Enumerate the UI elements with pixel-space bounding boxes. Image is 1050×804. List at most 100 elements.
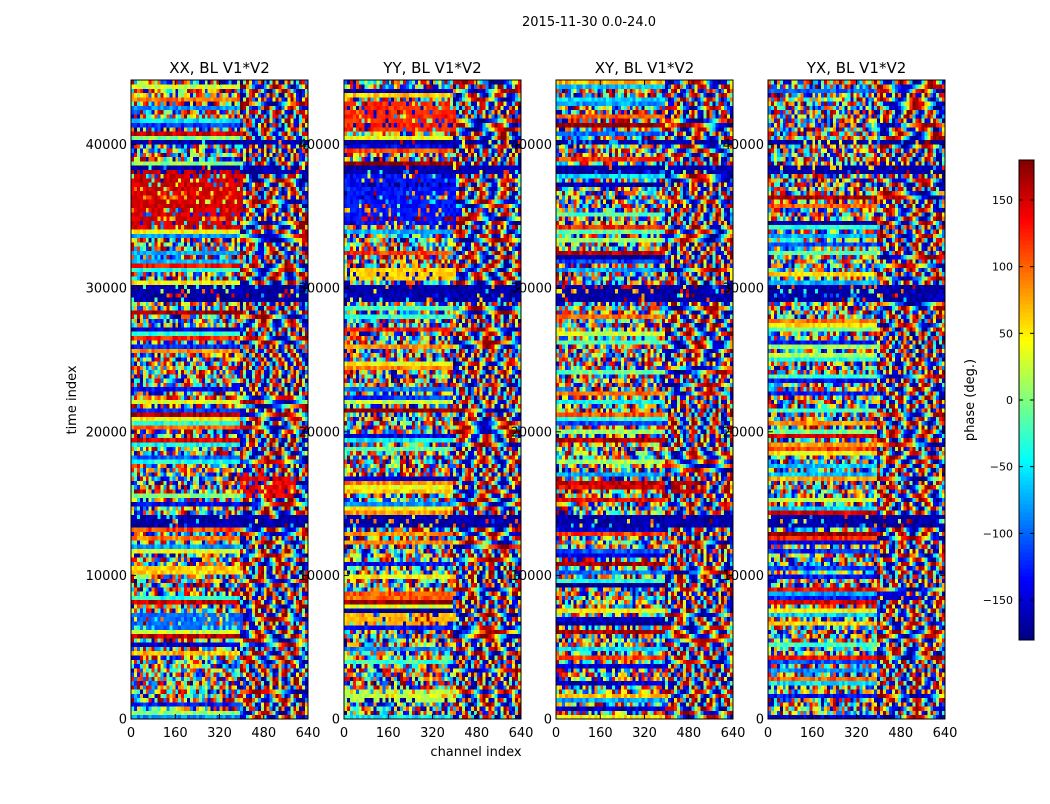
heatmap-cell [258,382,261,387]
heatmap-cell [214,438,217,443]
heatmap-cell [143,442,146,447]
heatmap-cell [276,391,279,396]
heatmap-cell [299,685,302,690]
heatmap-cell [205,527,208,532]
heatmap-cell [140,361,143,366]
heatmap-cell [225,382,228,387]
heatmap-cell [220,510,223,515]
heatmap-cell [205,570,208,575]
heatmap-cell [246,532,249,537]
heatmap-cell [284,634,287,639]
heatmap-cell [196,638,199,643]
heatmap-cell [273,374,276,379]
heatmap-cell [296,527,299,532]
heatmap-cell [255,527,258,532]
heatmap-cell [163,429,166,434]
heatmap-cell [131,459,134,464]
heatmap-cell [178,655,181,660]
heatmap-cell [240,536,243,541]
heatmap-cell [228,412,231,417]
heatmap-cell [161,583,164,588]
heatmap-cell [237,438,240,443]
heatmap-cell [284,417,287,422]
heatmap-cell [287,378,290,383]
heatmap-cell [131,544,134,549]
heatmap-cell [193,642,196,647]
heatmap-cell [140,613,143,618]
heatmap-cell [273,455,276,460]
heatmap-cell [234,391,237,396]
heatmap-cell [202,515,205,520]
heatmap-cell [199,425,202,430]
heatmap-cell [134,446,137,451]
heatmap-cell [252,485,255,490]
heatmap-cell [214,378,217,383]
heatmap-cell [211,595,214,600]
heatmap-cell [231,523,234,528]
heatmap-cell [240,459,243,464]
heatmap-cell [231,382,234,387]
heatmap-cell [163,391,166,396]
heatmap-cell [187,472,190,477]
heatmap-cell [169,625,172,630]
heatmap-cell [166,685,169,690]
heatmap-cell [287,527,290,532]
heatmap-cell [222,566,225,571]
heatmap-cell [158,634,161,639]
heatmap-cell [146,676,149,681]
heatmap-cell [240,434,243,439]
heatmap-cell [169,395,172,400]
heatmap-cell [252,434,255,439]
heatmap-cell [187,468,190,473]
heatmap-cell [199,404,202,409]
heatmap-cell [264,404,267,409]
heatmap-cell [134,693,137,698]
heatmap-cell [279,480,282,485]
heatmap-cell [290,685,293,690]
heatmap-cell [166,429,169,434]
heatmap-cell [152,532,155,537]
heatmap-cell [211,378,214,383]
heatmap-cell [175,706,178,711]
heatmap-cell [231,638,234,643]
heatmap-cell [270,630,273,635]
heatmap-cell [217,668,220,673]
heatmap-cell [222,417,225,422]
heatmap-cell [158,647,161,652]
heatmap-cell [270,532,273,537]
heatmap-cell [211,421,214,426]
heatmap-cell [161,370,164,375]
heatmap-cell [276,625,279,630]
heatmap-cell [131,438,134,443]
heatmap-cell [299,485,302,490]
heatmap-cell [243,583,246,588]
heatmap-cell [208,574,211,579]
heatmap-cell [214,510,217,515]
heatmap-cell [281,702,284,707]
heatmap-cell [255,553,258,558]
heatmap-cell [152,689,155,694]
heatmap-cell [140,617,143,622]
heatmap-cell [296,587,299,592]
heatmap-cell [302,536,305,541]
heatmap-cell [163,451,166,456]
heatmap-cell [217,578,220,583]
heatmap-cell [264,583,267,588]
heatmap-cell [302,374,305,379]
heatmap-cell [258,595,261,600]
heatmap-cell [228,519,231,524]
heatmap-cell [287,634,290,639]
heatmap-cell [134,608,137,613]
heatmap-cell [163,442,166,447]
heatmap-cell [137,532,140,537]
heatmap-cell [255,523,258,528]
heatmap-cell [193,566,196,571]
heatmap-cell [169,553,172,558]
heatmap-cell [146,515,149,520]
heatmap-cell [293,489,296,494]
heatmap-cell [140,685,143,690]
heatmap-cell [249,553,252,558]
heatmap-cell [143,540,146,545]
heatmap-cell [240,591,243,596]
heatmap-cell [131,638,134,643]
